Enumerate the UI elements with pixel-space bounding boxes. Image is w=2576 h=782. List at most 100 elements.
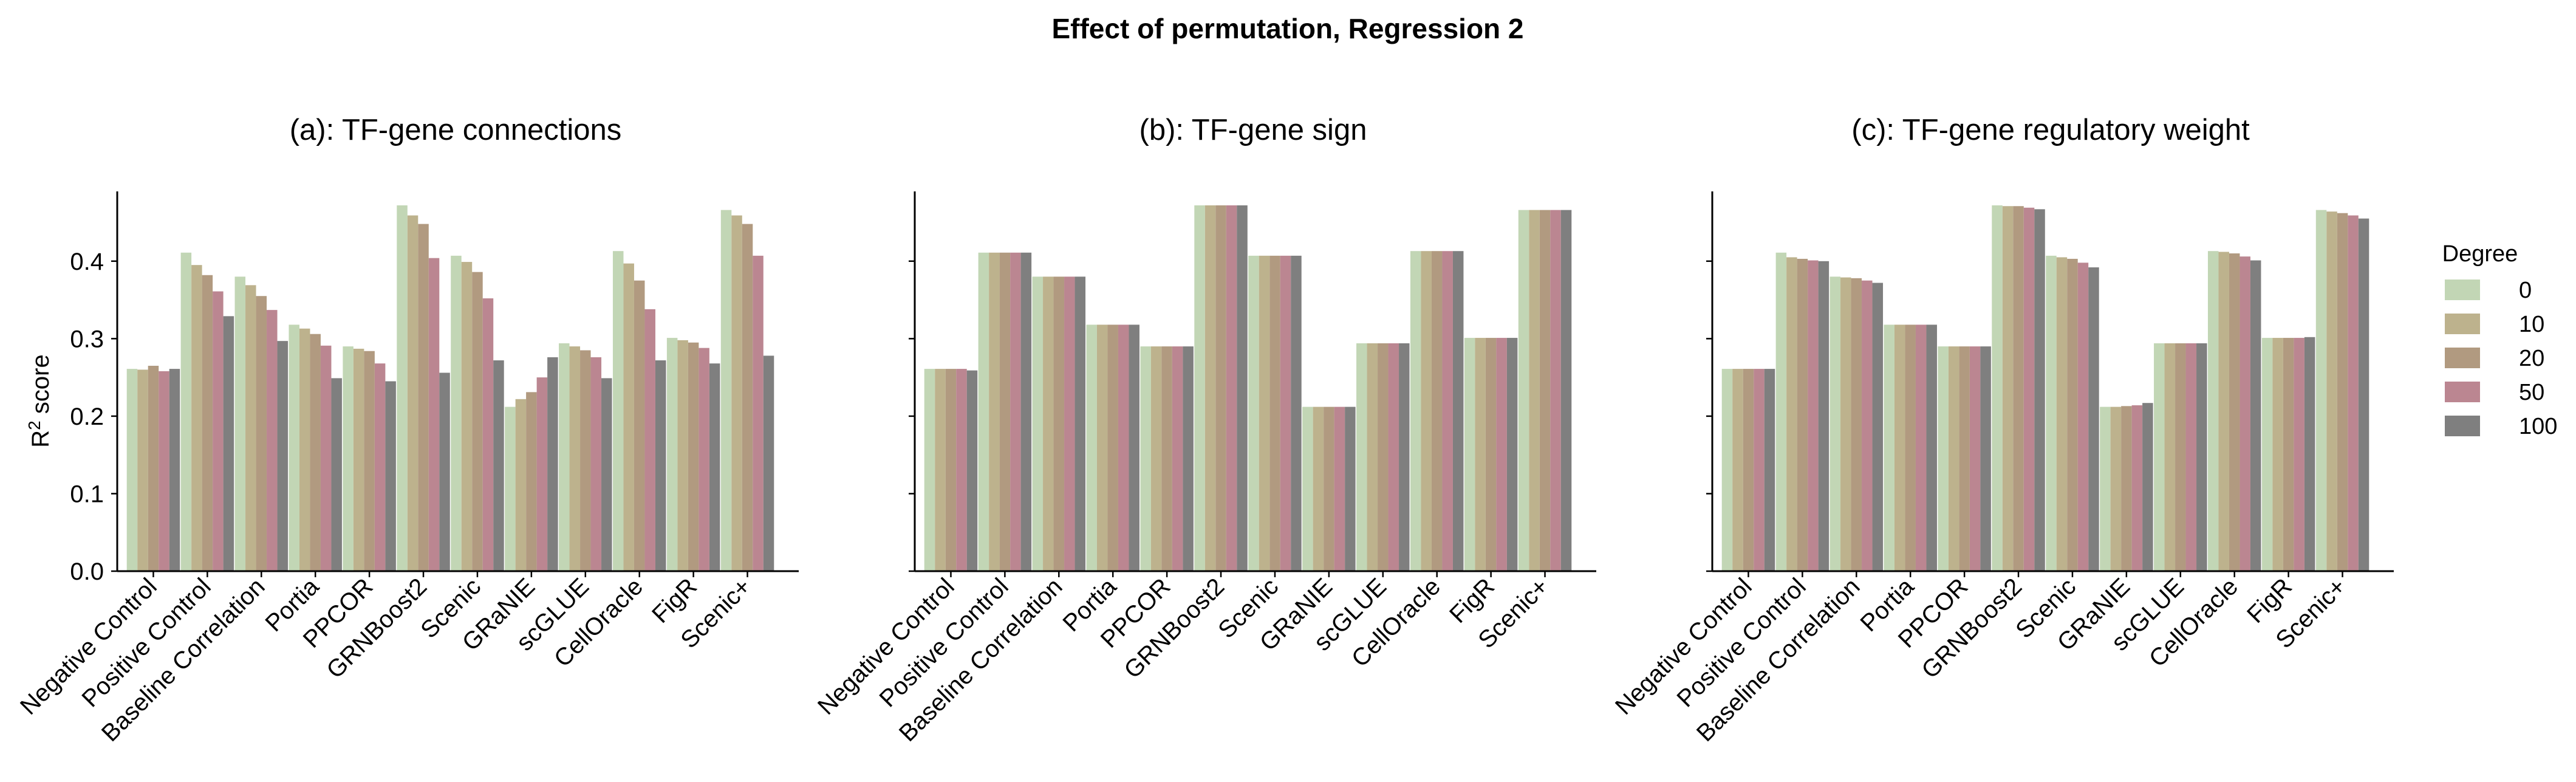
bar-figr-deg-10	[2272, 338, 2283, 571]
bar-scglue-deg-0	[2154, 343, 2165, 571]
bar-grnboost2-deg-0	[1194, 205, 1205, 571]
bar-celloracle-deg-100	[655, 360, 666, 571]
bar-portia-deg-20	[1107, 324, 1118, 571]
bar-granie-deg-100	[1345, 406, 1356, 571]
panel-c: (c): TF-gene regulatory weight Negative …	[1610, 114, 2394, 747]
legend-swatch-20	[2445, 348, 2480, 368]
bar-negative-control-deg-50	[159, 371, 169, 571]
bar-portia-deg-20	[310, 334, 321, 571]
bar-figr-deg-100	[709, 363, 720, 571]
bar-celloracle-deg-0	[612, 251, 624, 571]
bar-figr-deg-50	[2294, 338, 2304, 571]
bar-scglue-deg-100	[1399, 343, 1410, 571]
bar-baseline-correlation-deg-10	[1840, 277, 1851, 571]
bar-baseline-correlation-deg-20	[256, 296, 267, 571]
bar-negative-control-deg-10	[137, 369, 148, 571]
bar-scglue-deg-10	[1367, 343, 1378, 571]
bar-positive-control-deg-50	[1010, 252, 1021, 571]
bar-ppcor-deg-20	[1959, 346, 1970, 571]
bar-positive-control-deg-100	[1818, 261, 1830, 571]
legend-swatch-0	[2445, 280, 2480, 300]
bar-baseline-correlation-deg-20	[1053, 276, 1065, 571]
panel-b: (b): TF-gene sign Negative ControlPositi…	[813, 114, 1596, 747]
legend-label-0: 0	[2519, 278, 2532, 303]
panel-a: (a): TF-gene connections Negative Contro…	[15, 114, 799, 747]
bar-celloracle-deg-50	[644, 309, 655, 571]
bar-scenic--deg-20	[1539, 210, 1551, 571]
bar-figr-deg-0	[1464, 338, 1475, 571]
bar-scglue-deg-50	[590, 357, 602, 571]
bar-granie-deg-50	[1334, 406, 1345, 571]
bar-portia-deg-50	[1915, 324, 1927, 571]
bar-grnboost2-deg-0	[397, 205, 408, 571]
bar-positive-control-deg-10	[989, 252, 1000, 571]
bar-granie-deg-100	[547, 357, 558, 571]
bar-scglue-deg-50	[2185, 343, 2197, 571]
bar-figr-deg-100	[2304, 337, 2315, 571]
bar-scglue-deg-0	[1356, 343, 1367, 571]
bar-scenic-deg-20	[1269, 255, 1280, 572]
bar-scenic--deg-50	[2348, 215, 2359, 572]
bar-figr-deg-20	[688, 342, 699, 571]
bar-baseline-correlation-deg-0	[1830, 276, 1841, 571]
bar-granie-deg-10	[2110, 406, 2122, 571]
legend-label-50: 50	[2519, 380, 2544, 405]
bar-positive-control-deg-10	[191, 265, 202, 571]
bar-scenic-deg-0	[451, 255, 462, 572]
bar-baseline-correlation-deg-100	[1872, 283, 1884, 571]
bar-baseline-correlation-deg-20	[1851, 278, 1862, 571]
bar-scenic--deg-0	[2315, 210, 2327, 571]
bar-positive-control-deg-50	[1808, 260, 1819, 571]
y-axis-label-score: score	[27, 354, 54, 420]
bar-negative-control-deg-20	[945, 369, 957, 571]
bar-portia-deg-100	[331, 378, 342, 571]
bar-baseline-correlation-deg-10	[1043, 276, 1054, 571]
bar-ppcor-deg-10	[1150, 346, 1162, 571]
bar-negative-control-deg-10	[1732, 369, 1743, 571]
bar-ppcor-deg-20	[364, 351, 375, 571]
bar-scenic-deg-100	[493, 360, 504, 571]
bar-baseline-correlation-deg-10	[245, 285, 256, 571]
bar-ppcor-deg-0	[1140, 346, 1151, 571]
legend-title: Degree	[2442, 241, 2518, 267]
bar-ppcor-deg-10	[353, 348, 364, 571]
bar-figr-deg-50	[1496, 338, 1507, 571]
bar-figr-deg-10	[1475, 338, 1486, 571]
bar-scenic-deg-20	[472, 272, 483, 571]
bar-celloracle-deg-10	[623, 263, 634, 571]
bar-negative-control-deg-50	[1754, 369, 1765, 571]
bar-portia-deg-50	[1118, 324, 1129, 571]
bar-baseline-correlation-deg-50	[1862, 280, 1873, 571]
bar-portia-deg-100	[1129, 324, 1139, 571]
bar-ppcor-deg-100	[1183, 346, 1194, 571]
bar-negative-control-deg-100	[1764, 369, 1775, 571]
bar-grnboost2-deg-20	[2013, 206, 2024, 571]
y-tick-label: 0.1	[70, 481, 104, 507]
bar-celloracle-deg-0	[2207, 251, 2219, 571]
bar-scenic--deg-100	[1560, 210, 1572, 571]
bar-grnboost2-deg-10	[1204, 205, 1216, 571]
legend-label-10: 10	[2519, 312, 2544, 337]
bar-scenic-deg-50	[1280, 255, 1291, 572]
y-tick-label: 0.2	[70, 403, 104, 430]
bar-celloracle-deg-10	[2218, 252, 2229, 571]
bar-scenic-deg-100	[2088, 267, 2099, 571]
bar-scglue-deg-10	[2164, 343, 2176, 571]
y-axis-label-superscript: 2	[25, 420, 44, 430]
bar-scglue-deg-20	[2175, 343, 2186, 571]
bar-scenic--deg-10	[2326, 211, 2337, 571]
bar-scenic-deg-50	[2077, 262, 2089, 571]
bar-scenic-deg-10	[461, 262, 473, 571]
bar-portia-deg-0	[1086, 324, 1097, 571]
bar-celloracle-deg-100	[1452, 251, 1464, 571]
bar-positive-control-deg-20	[202, 275, 213, 571]
bar-negative-control-deg-50	[956, 369, 967, 571]
bar-figr-deg-100	[1506, 338, 1518, 571]
bar-baseline-correlation-deg-0	[234, 276, 246, 571]
bar-grnboost2-deg-50	[428, 258, 440, 572]
bar-granie-deg-50	[536, 377, 548, 571]
